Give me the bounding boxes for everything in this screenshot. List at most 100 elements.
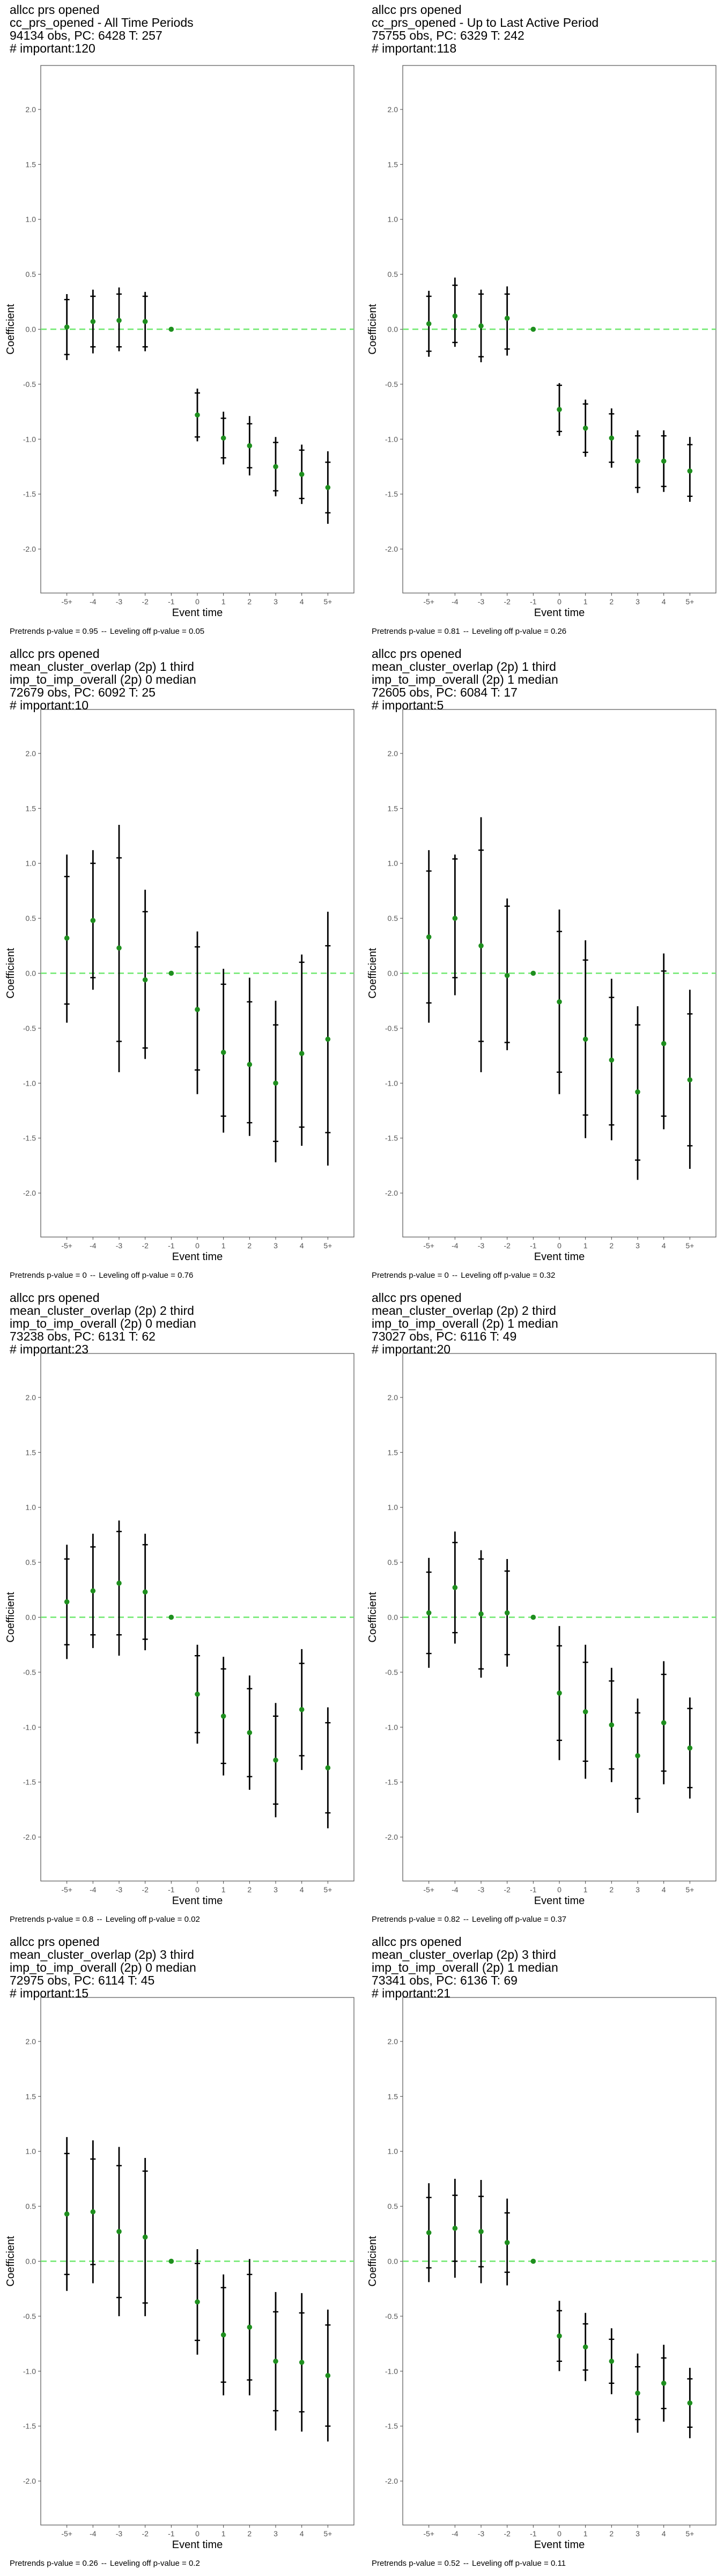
pretrends-pvalue: Pretrends p-value = 0.52 bbox=[372, 2559, 460, 2568]
chart-title: allcc prs opened mean_cluster_overlap (2p… bbox=[372, 647, 558, 712]
x-tick-label: 4 bbox=[300, 1241, 304, 1250]
y-axis-label: Coefficient bbox=[367, 304, 379, 355]
data-point bbox=[116, 1580, 122, 1586]
x-tick-label: -1 bbox=[168, 2529, 175, 2538]
chart-svg: -2.0 -1.5 -1.0 -0.5 0.0 0.5 1.0 1.5 2.0 -5+ -4 -3 -2… bbox=[367, 1353, 716, 1907]
chart-title-line: # important:15 bbox=[10, 1986, 89, 2000]
y-axis-label: Coefficient bbox=[5, 948, 17, 999]
data-point bbox=[635, 458, 640, 464]
x-tick-label: -4 bbox=[452, 1885, 459, 1894]
data-point bbox=[530, 1614, 536, 1620]
data-point bbox=[273, 1757, 278, 1763]
chart-title-line: 94134 obs, PC: 6428 T: 257 bbox=[10, 28, 162, 42]
chart-title: allcc prs opened mean_cluster_overlap (2p… bbox=[372, 1935, 558, 2000]
x-tick-label: 0 bbox=[557, 1885, 562, 1894]
data-point bbox=[299, 1051, 305, 1056]
chart-footnote: Pretrends p-value = 0.26 -- Leveling off… bbox=[10, 2559, 200, 2568]
data-point bbox=[452, 916, 458, 921]
y-tick-label: 0.0 bbox=[26, 325, 36, 334]
leveling-off-pvalue: Leveling off p-value = 0.02 bbox=[105, 1915, 200, 1924]
chart-title-line: mean_cluster_overlap (2p) 3 third bbox=[372, 1948, 556, 1962]
x-tick-label: -5+ bbox=[423, 597, 434, 606]
y-tick-label: -2.0 bbox=[23, 1833, 36, 1841]
y-tick-label: 1.5 bbox=[26, 1448, 36, 1457]
x-tick-label: -1 bbox=[530, 1241, 537, 1250]
leveling-off-pvalue: Leveling off p-value = 0.05 bbox=[110, 627, 205, 636]
y-tick-label: 0.5 bbox=[26, 1558, 36, 1567]
y-tick-label: -1.5 bbox=[385, 1134, 398, 1143]
y-tick-label: -0.5 bbox=[23, 380, 36, 389]
x-axis-label: Event time bbox=[172, 1895, 223, 1907]
data-point bbox=[273, 2359, 278, 2364]
x-tick-label: 4 bbox=[662, 1885, 666, 1894]
data-point bbox=[609, 1722, 615, 1728]
y-axis-label: Coefficient bbox=[5, 1592, 17, 1643]
x-tick-label: 5+ bbox=[685, 597, 694, 606]
chart-title-line: imp_to_imp_overall (2p) 0 median bbox=[10, 672, 196, 686]
x-tick-label: 3 bbox=[274, 597, 278, 606]
y-tick-label: -1.5 bbox=[23, 2422, 36, 2431]
x-tick-label: -5+ bbox=[61, 1241, 72, 1250]
x-tick-label: 2 bbox=[609, 1241, 614, 1250]
data-point bbox=[90, 2209, 96, 2215]
x-tick-label: 2 bbox=[247, 2529, 252, 2538]
x-tick-label: -5+ bbox=[61, 2529, 72, 2538]
y-tick-label: 2.0 bbox=[388, 749, 398, 758]
data-point bbox=[64, 935, 70, 941]
x-tick-label: 1 bbox=[583, 1241, 588, 1250]
y-tick-label: 1.0 bbox=[388, 859, 398, 868]
data-point bbox=[195, 1007, 200, 1012]
chart-title-line: imp_to_imp_overall (2p) 1 median bbox=[372, 1960, 558, 1974]
chart-panel: -2.0 -1.5 -1.0 -0.5 0.0 0.5 1.0 1.5 2.0 -5+ -4 -3 -2… bbox=[362, 1932, 724, 2576]
y-tick-label: 0.5 bbox=[26, 2202, 36, 2211]
chart-title-line: imp_to_imp_overall (2p) 0 median bbox=[10, 1960, 196, 1974]
data-point bbox=[426, 321, 432, 327]
y-tick-label: -2.0 bbox=[385, 1189, 398, 1197]
x-tick-label: 0 bbox=[557, 597, 562, 606]
x-tick-label: -4 bbox=[452, 1241, 459, 1250]
x-tick-label: 4 bbox=[662, 597, 666, 606]
y-tick-label: 0.0 bbox=[388, 325, 398, 334]
x-tick-label: -5+ bbox=[61, 1885, 72, 1894]
y-tick-label: 0.5 bbox=[388, 1558, 398, 1567]
chart-footnote: Pretrends p-value = 0.52 -- Leveling off… bbox=[372, 2559, 566, 2568]
chart-title-line: 72975 obs, PC: 6114 T: 45 bbox=[10, 1973, 155, 1987]
data-point bbox=[247, 2324, 253, 2330]
data-point bbox=[478, 2229, 484, 2235]
y-tick-label: -1.5 bbox=[385, 2422, 398, 2431]
x-axis-label: Event time bbox=[534, 1895, 585, 1907]
y-tick-label: 0.0 bbox=[388, 2257, 398, 2266]
x-tick-label: -3 bbox=[478, 1885, 485, 1894]
y-tick-label: 1.5 bbox=[388, 804, 398, 813]
data-point bbox=[661, 458, 667, 464]
x-tick-label: 5+ bbox=[685, 1885, 694, 1894]
chart-title-line: cc_prs_opened - Up to Last Active Period bbox=[372, 16, 599, 30]
x-tick-label: 2 bbox=[247, 597, 252, 606]
pretrends-pvalue: Pretrends p-value = 0 bbox=[372, 1271, 449, 1280]
chart-svg: -2.0 -1.5 -1.0 -0.5 0.0 0.5 1.0 1.5 2.0 -5+ -4 -3 -2… bbox=[5, 1997, 354, 2551]
x-tick-label: 3 bbox=[274, 2529, 278, 2538]
y-tick-label: -1.0 bbox=[385, 2367, 398, 2375]
data-point bbox=[687, 2400, 693, 2406]
x-tick-label: -3 bbox=[478, 597, 485, 606]
footnote-separator: -- bbox=[97, 1915, 102, 1924]
x-tick-label: -1 bbox=[530, 2529, 537, 2538]
x-tick-label: -1 bbox=[530, 597, 537, 606]
data-point bbox=[142, 319, 148, 324]
chart-title-line: mean_cluster_overlap (2p) 1 third bbox=[10, 660, 194, 674]
y-tick-label: 0.5 bbox=[388, 270, 398, 279]
x-tick-label: -2 bbox=[504, 1885, 511, 1894]
x-tick-label: -2 bbox=[504, 1241, 511, 1250]
chart-title-line: # important:10 bbox=[10, 698, 89, 712]
pretrends-pvalue: Pretrends p-value = 0 bbox=[10, 1271, 87, 1280]
data-point bbox=[582, 2344, 588, 2350]
chart-title-line: cc_prs_opened - All Time Periods bbox=[10, 16, 194, 30]
x-tick-label: 1 bbox=[221, 1241, 226, 1250]
data-point bbox=[504, 972, 510, 978]
data-point bbox=[452, 1585, 458, 1591]
y-tick-label: -1.0 bbox=[385, 435, 398, 443]
y-tick-label: 2.0 bbox=[26, 2037, 36, 2046]
x-tick-label: -2 bbox=[142, 1241, 149, 1250]
data-point bbox=[557, 2333, 562, 2339]
x-tick-label: 3 bbox=[636, 2529, 640, 2538]
